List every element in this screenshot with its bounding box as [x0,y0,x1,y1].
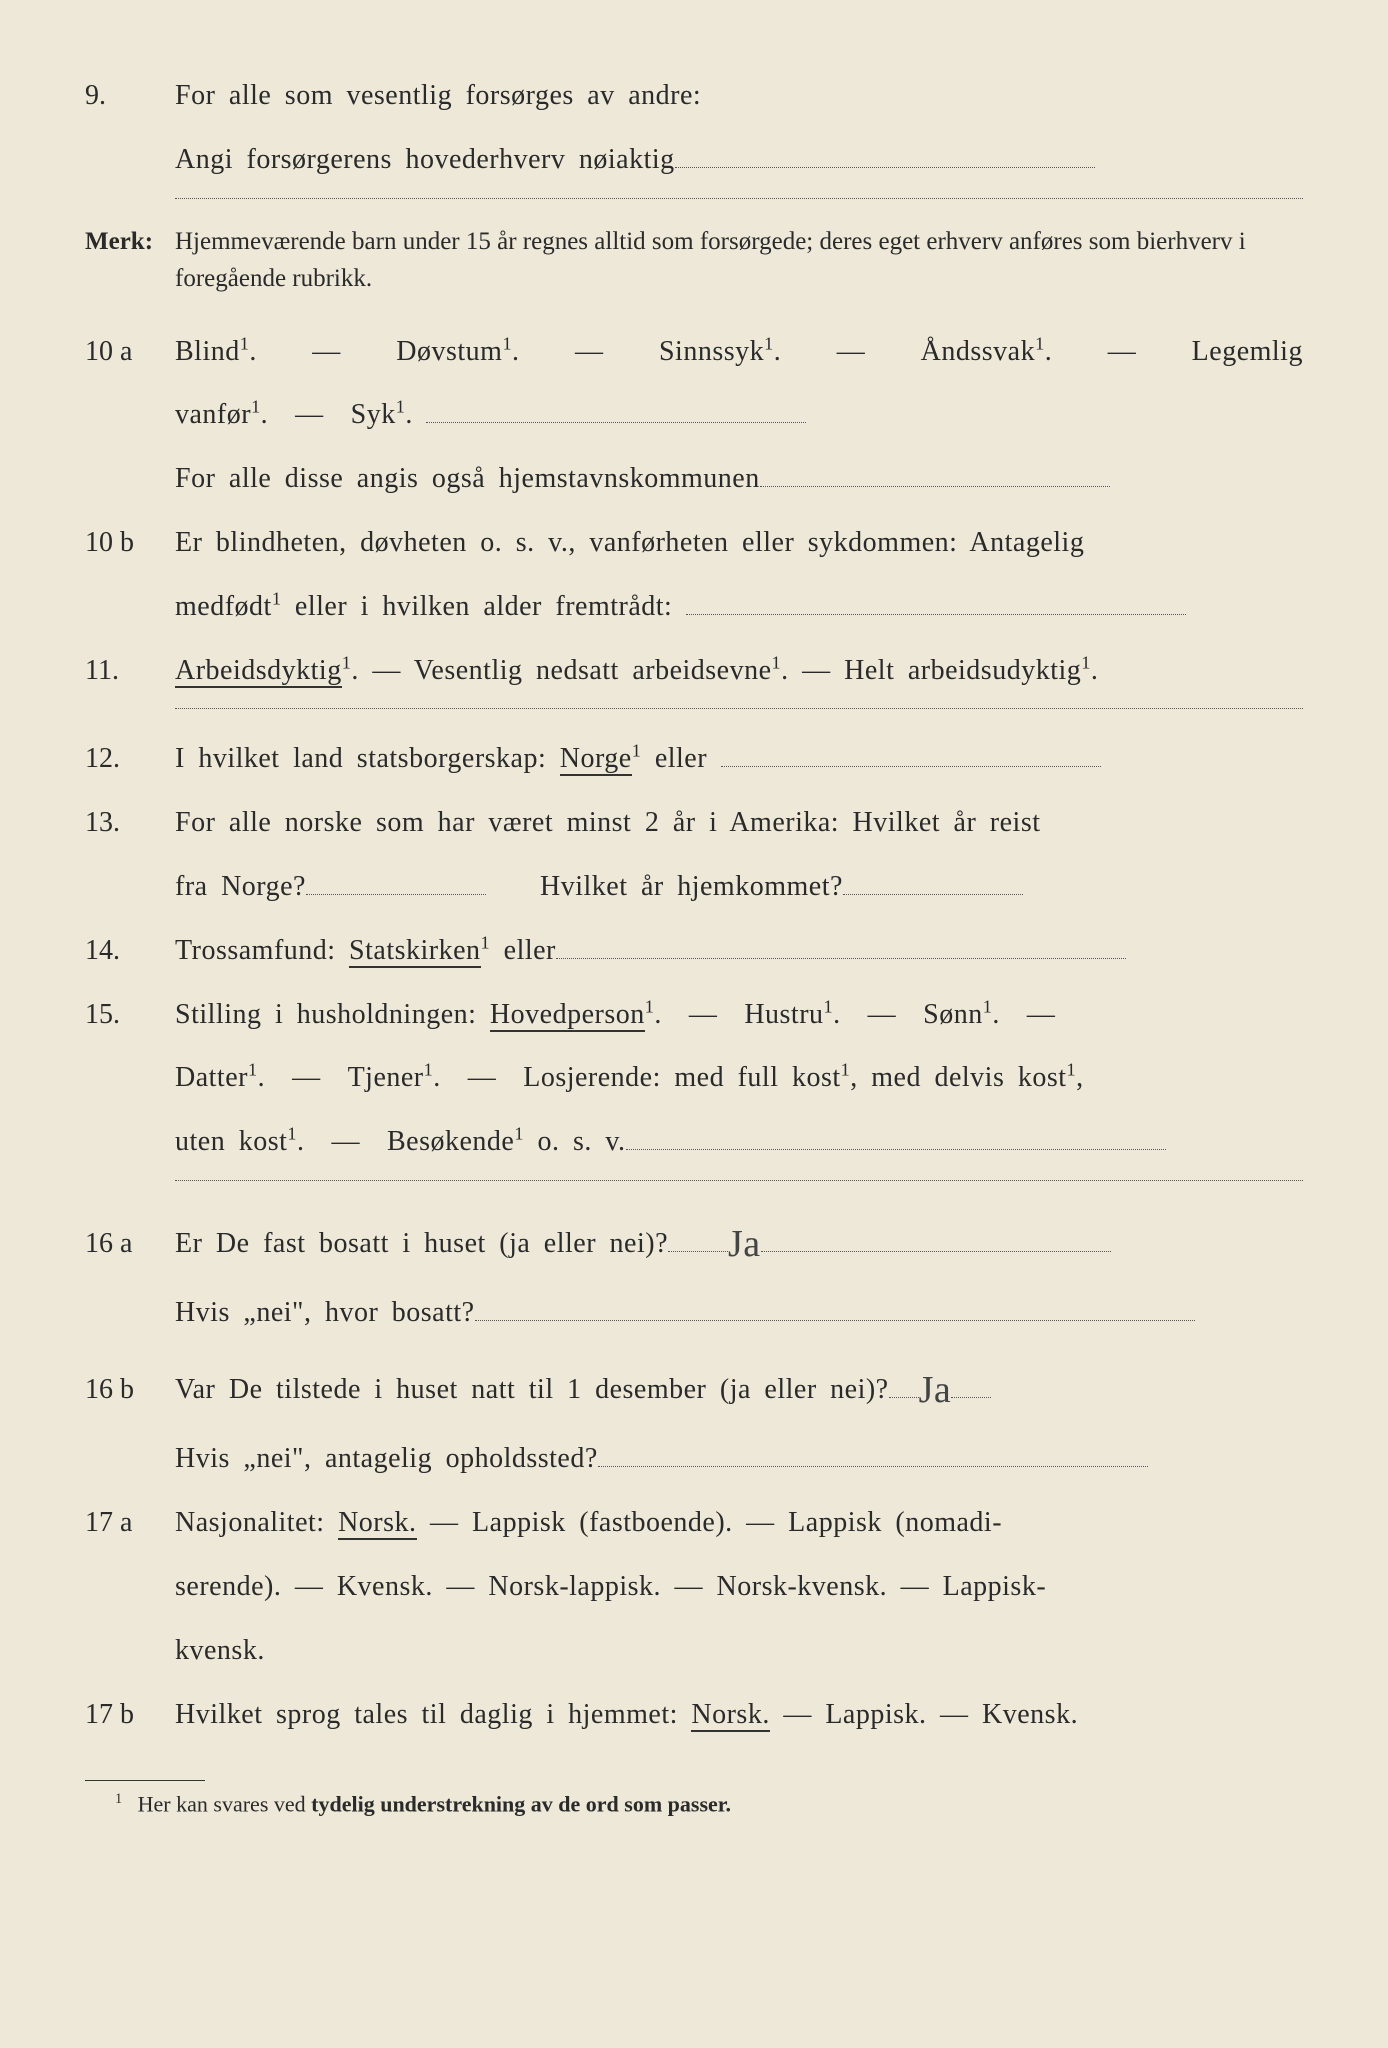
divider [175,198,1303,199]
merk-text: Hjemmeværende barn under 15 år regnes al… [175,223,1303,298]
question-17a-line2: serende). — Kvensk. — Norsk-lappisk. — N… [85,1561,1303,1613]
q9-text1: For alle som vesentlig forsørges av andr… [175,70,1303,122]
q13-text1: For alle norske som har været minst 2 år… [175,797,1303,849]
footnote-pre: Her kan svares ved [138,1792,312,1817]
question-16b-line1: 16 b Var De tilstede i huset natt til 1 … [85,1351,1303,1421]
q17a-text3: kvensk. [175,1625,1303,1677]
question-10b-line1: 10 b Er blindheten, døvheten o. s. v., v… [85,517,1303,569]
question-13-line1: 13. For alle norske som har været minst … [85,797,1303,849]
q15-number: 15. [85,989,175,1041]
q10a-number: 10 a [85,326,175,378]
question-16a-line2: Hvis „nei", hvor bosatt? [85,1287,1303,1339]
merk-label: Merk: [85,223,175,298]
question-15-line3: uten kost1. — Besøkende1 o. s. v. [85,1116,1303,1168]
q9-number: 9. [85,70,175,122]
merk-note: Merk: Hjemmeværende barn under 15 år reg… [85,223,1303,298]
question-15-line2: Datter1. — Tjener1. — Losjerende: med fu… [85,1052,1303,1104]
q12-norge: Norge [560,743,632,776]
question-13-line2: fra Norge? Hvilket år hjemkommet? [85,861,1303,913]
question-17a-line3: kvensk. [85,1625,1303,1677]
q11-number: 11. [85,645,175,697]
q10b-number: 10 b [85,517,175,569]
question-9-line2: Angi forsørgerens hovederhverv nøiaktig [85,134,1303,186]
q16a-answer: Ja [728,1223,761,1265]
footnote-bold: tydelig understrekning av de ord som pas… [311,1792,731,1817]
footnote: 1 Her kan svares ved tydelig understrekn… [115,1791,1303,1817]
q16b-answer: Ja [919,1369,952,1411]
question-11: 11. Arbeidsdyktig1. — Vesentlig nedsatt … [85,645,1303,697]
question-10b-line2: medfødt1 eller i hvilken alder fremtrådt… [85,581,1303,633]
q11-arbeidsdyktig: Arbeidsdyktig [175,655,342,688]
question-14: 14. Trossamfund: Statskirken1 eller [85,925,1303,977]
divider [175,708,1303,709]
q17a-norsk: Norsk. [338,1507,416,1540]
question-17b: 17 b Hvilket sprog tales til daglig i hj… [85,1689,1303,1741]
divider [175,1180,1303,1181]
q17a-number: 17 a [85,1497,175,1549]
q17b-number: 17 b [85,1689,175,1741]
question-16b-line2: Hvis „nei", antagelig opholdssted? [85,1433,1303,1485]
question-12: 12. I hvilket land statsborgerskap: Norg… [85,733,1303,785]
q10b-text1: Er blindheten, døvheten o. s. v., vanfør… [175,517,1303,569]
footnote-rule [85,1780,205,1781]
q17b-norsk: Norsk. [691,1699,769,1732]
q16a-number: 16 a [85,1218,175,1270]
footnote-sup: 1 [115,1791,122,1807]
question-10a-line2: vanfør1. — Syk1. [85,389,1303,441]
question-16a-line1: 16 a Er De fast bosatt i huset (ja eller… [85,1205,1303,1275]
question-17a-line1: 17 a Nasjonalitet: Norsk. — Lappisk (fas… [85,1497,1303,1549]
q17a-text2: serende). — Kvensk. — Norsk-lappisk. — N… [175,1561,1303,1613]
q14-number: 14. [85,925,175,977]
q15-hovedperson: Hovedperson [490,999,645,1032]
q13-number: 13. [85,797,175,849]
question-9-line1: 9. For alle som vesentlig forsørges av a… [85,70,1303,122]
question-15-line1: 15. Stilling i husholdningen: Hovedperso… [85,989,1303,1041]
q14-statskirken: Statskirken [349,935,481,968]
q9-text2: Angi forsørgerens hovederhverv nøiaktig [175,144,675,175]
question-10a-line1: 10 a Blind1. — Døvstum1. — Sinnssyk1. — … [85,326,1303,378]
q12-number: 12. [85,733,175,785]
q16b-number: 16 b [85,1364,175,1416]
question-10a-line3: For alle disse angis også hjemstavnskomm… [85,453,1303,505]
